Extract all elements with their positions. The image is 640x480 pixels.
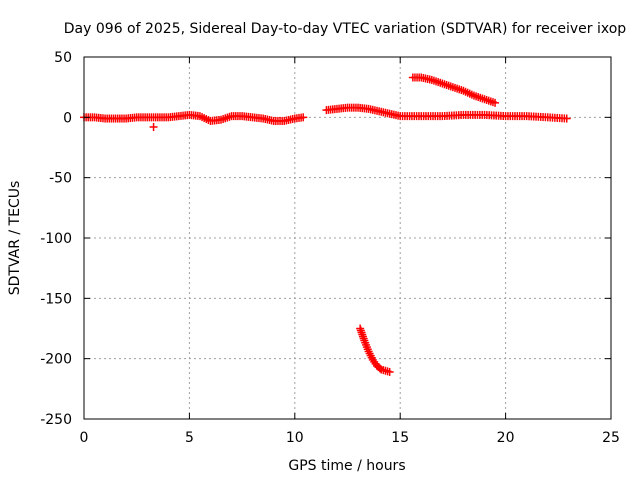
data-point [299, 113, 308, 122]
y-tick-label: -250 [40, 412, 72, 428]
x-tick-label: 5 [185, 430, 194, 446]
y-tick-label: 0 [63, 110, 72, 126]
x-tick-label: 20 [497, 430, 515, 446]
data-point [375, 364, 384, 373]
x-tick-label: 0 [80, 430, 89, 446]
data-point [562, 114, 571, 123]
x-tick-label: 25 [602, 430, 620, 446]
x-axis-label: GPS time / hours [288, 458, 405, 474]
data-point [491, 98, 500, 107]
chart-title: Day 096 of 2025, Sidereal Day-to-day VTE… [64, 21, 627, 37]
y-tick-label: 50 [54, 50, 72, 66]
x-tick-label: 15 [391, 430, 409, 446]
y-tick-label: -200 [40, 352, 72, 368]
y-axis-label: SDTVAR / TECUs [7, 181, 23, 296]
data-point [385, 367, 394, 376]
x-tick-label: 10 [286, 430, 304, 446]
y-tick-label: -100 [40, 231, 72, 247]
y-tick-label: -50 [49, 171, 72, 187]
data-markers [80, 73, 571, 376]
tick-layer: 0 5 10 15 20 25 -250 -200 -150 -100 -50 0 50 [40, 50, 620, 446]
data-point [149, 122, 158, 131]
y-tick-label: -150 [40, 291, 72, 307]
